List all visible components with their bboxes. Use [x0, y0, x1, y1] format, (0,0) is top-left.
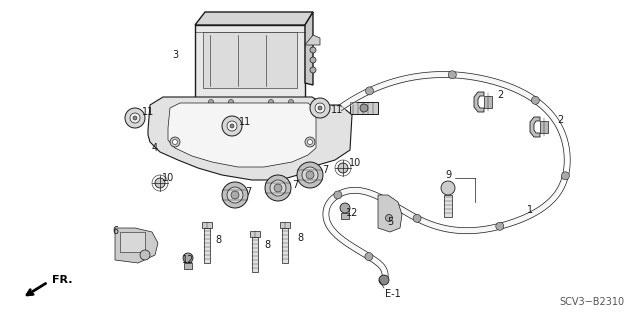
- Circle shape: [302, 167, 318, 183]
- Circle shape: [155, 178, 165, 188]
- Circle shape: [183, 253, 193, 263]
- Text: 9: 9: [445, 170, 451, 180]
- Text: SCV3−B2310: SCV3−B2310: [560, 297, 625, 307]
- Text: 3: 3: [172, 50, 178, 60]
- Text: FR.: FR.: [52, 275, 72, 285]
- Polygon shape: [474, 92, 484, 112]
- Text: 11: 11: [142, 107, 154, 117]
- Bar: [184, 263, 192, 269]
- Bar: [203, 32, 297, 88]
- Text: 11: 11: [239, 117, 251, 127]
- Circle shape: [227, 121, 237, 131]
- Bar: [285, 98, 297, 106]
- Bar: [204, 228, 210, 263]
- Text: 7: 7: [292, 180, 298, 190]
- Bar: [250, 231, 260, 237]
- Circle shape: [265, 175, 291, 201]
- Text: 1: 1: [527, 205, 533, 215]
- Circle shape: [310, 57, 316, 63]
- Circle shape: [222, 182, 248, 208]
- Text: 8: 8: [215, 235, 221, 245]
- Text: 11: 11: [331, 105, 343, 115]
- Text: 7: 7: [322, 165, 328, 175]
- Circle shape: [173, 139, 177, 145]
- Circle shape: [561, 172, 570, 180]
- Circle shape: [130, 113, 140, 123]
- Text: 5: 5: [387, 217, 393, 227]
- Bar: [444, 195, 452, 217]
- Bar: [202, 222, 212, 228]
- Polygon shape: [168, 103, 316, 167]
- Circle shape: [231, 191, 239, 199]
- Bar: [484, 96, 492, 108]
- Bar: [341, 213, 349, 219]
- Text: 2: 2: [557, 115, 563, 125]
- Circle shape: [170, 137, 180, 147]
- Text: 4: 4: [152, 143, 158, 153]
- Polygon shape: [378, 195, 402, 232]
- Bar: [350, 102, 378, 114]
- Circle shape: [385, 214, 392, 221]
- Text: E-1: E-1: [385, 289, 401, 299]
- Circle shape: [310, 98, 330, 118]
- Circle shape: [318, 106, 322, 110]
- Bar: [280, 222, 290, 228]
- Polygon shape: [115, 228, 158, 263]
- Circle shape: [230, 124, 234, 128]
- Circle shape: [307, 139, 312, 145]
- Bar: [265, 98, 277, 106]
- Bar: [282, 228, 288, 263]
- Circle shape: [448, 71, 456, 79]
- Circle shape: [289, 100, 294, 105]
- Circle shape: [133, 116, 137, 120]
- Text: 12: 12: [346, 208, 358, 218]
- Circle shape: [334, 191, 342, 199]
- Text: 10: 10: [162, 173, 174, 183]
- Bar: [205, 98, 217, 106]
- Circle shape: [360, 104, 368, 112]
- Circle shape: [496, 222, 504, 230]
- Circle shape: [227, 187, 243, 203]
- Bar: [120, 232, 145, 252]
- Circle shape: [274, 184, 282, 192]
- Polygon shape: [305, 35, 320, 45]
- Circle shape: [125, 108, 145, 128]
- Circle shape: [340, 203, 350, 213]
- Polygon shape: [195, 12, 313, 25]
- Circle shape: [209, 100, 214, 105]
- Text: 7: 7: [245, 187, 251, 197]
- Circle shape: [140, 250, 150, 260]
- Bar: [225, 98, 237, 106]
- Circle shape: [305, 137, 315, 147]
- Circle shape: [228, 100, 234, 105]
- Circle shape: [310, 47, 316, 53]
- Circle shape: [379, 275, 389, 285]
- Text: 2: 2: [497, 90, 503, 100]
- Circle shape: [365, 87, 374, 95]
- Circle shape: [365, 253, 373, 261]
- Circle shape: [441, 181, 455, 195]
- Circle shape: [222, 116, 242, 136]
- Bar: [195, 25, 305, 98]
- Text: 6: 6: [112, 226, 118, 236]
- Polygon shape: [530, 117, 540, 137]
- Circle shape: [269, 100, 273, 105]
- Text: 10: 10: [349, 158, 361, 168]
- Polygon shape: [305, 12, 313, 85]
- Circle shape: [270, 180, 286, 196]
- Circle shape: [413, 214, 421, 222]
- Circle shape: [306, 171, 314, 179]
- Circle shape: [315, 103, 325, 113]
- Circle shape: [297, 162, 323, 188]
- Circle shape: [338, 163, 348, 173]
- Circle shape: [531, 96, 540, 104]
- Polygon shape: [148, 97, 352, 180]
- Circle shape: [310, 67, 316, 73]
- Text: 8: 8: [264, 240, 270, 250]
- Bar: [540, 121, 548, 133]
- Bar: [252, 237, 258, 272]
- Text: 8: 8: [297, 233, 303, 243]
- Text: 12: 12: [182, 255, 194, 265]
